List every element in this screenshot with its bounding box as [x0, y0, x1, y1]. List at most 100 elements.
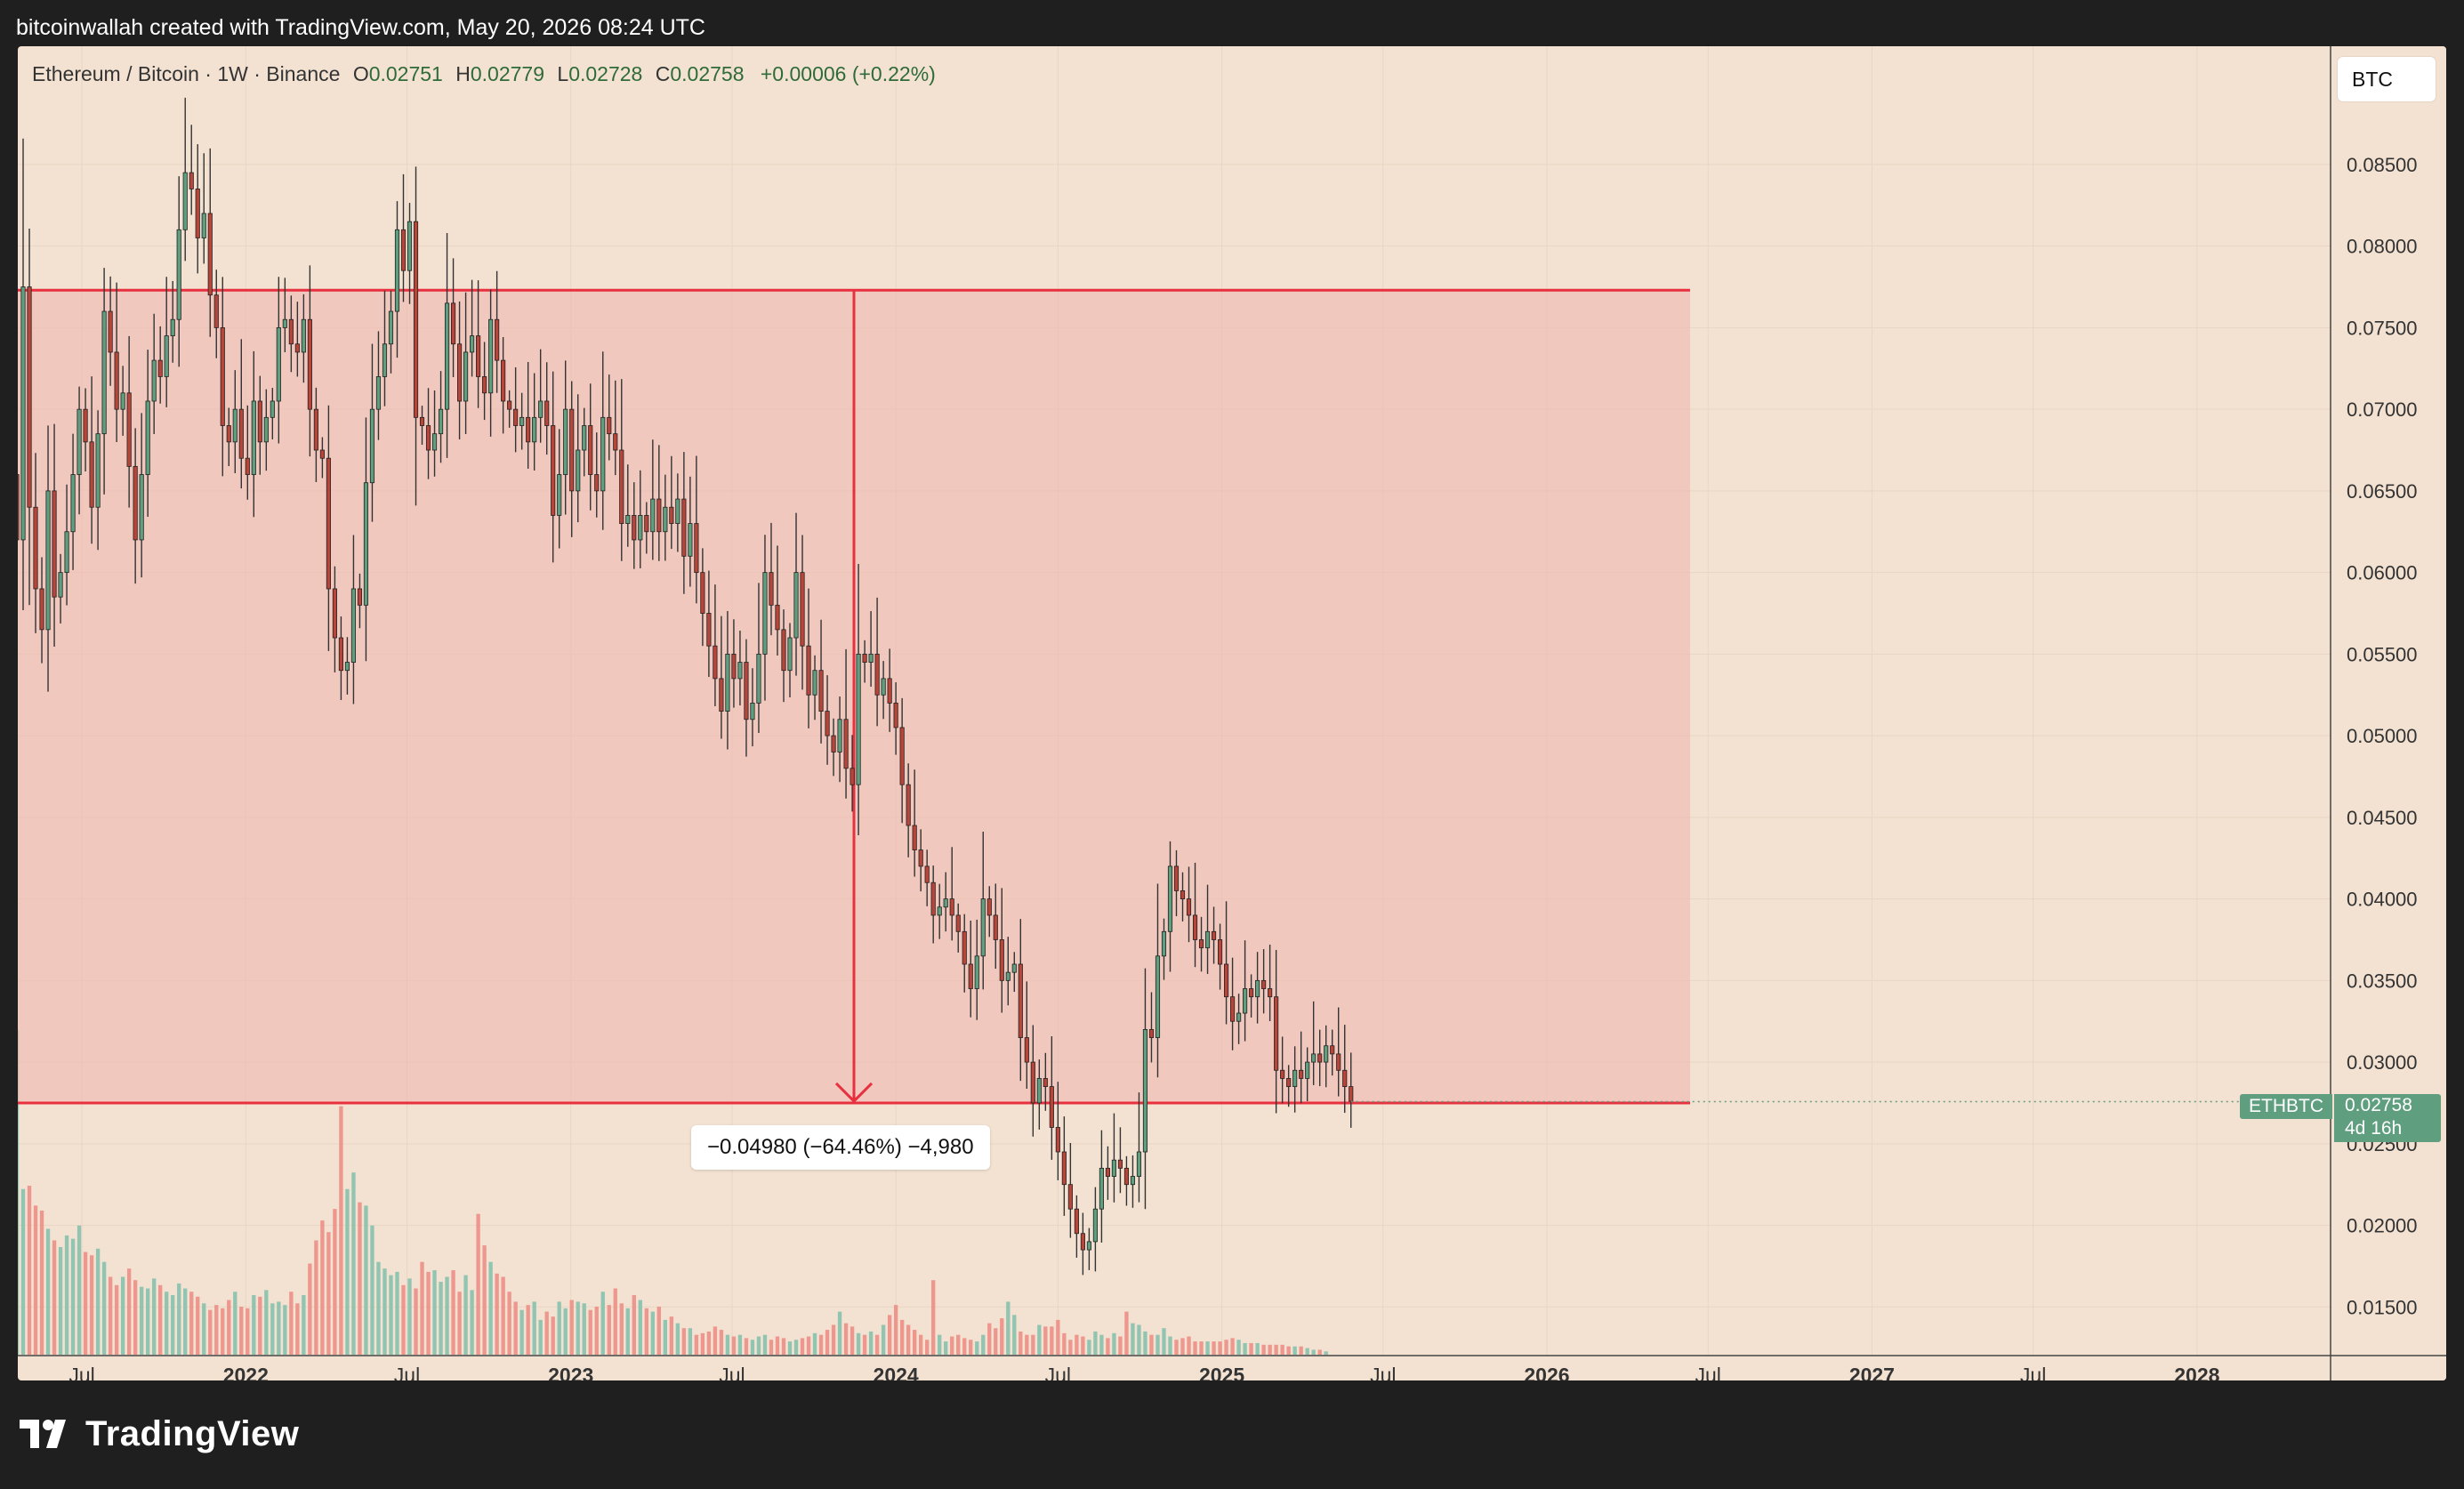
ohlc-change: +0.00006 (+0.22%): [760, 62, 936, 85]
candle-down-body: [52, 490, 57, 598]
volume-bar: [526, 1305, 530, 1355]
candle-down-body: [1223, 963, 1229, 998]
candle: [1074, 1195, 1079, 1258]
time-tick-label: 2026: [1524, 1364, 1569, 1380]
candle: [326, 405, 331, 651]
candle: [513, 366, 519, 453]
candle: [899, 697, 905, 824]
symbol-legend: Ethereum / Bitcoin · 1W · Binance O0.027…: [32, 62, 936, 86]
candle-up-body: [787, 637, 793, 672]
volume-bar: [1019, 1331, 1023, 1355]
candle: [207, 148, 213, 337]
volume-bar: [295, 1303, 300, 1355]
candle-up-body: [793, 572, 799, 639]
volume-bar: [470, 1290, 474, 1355]
candle-down-body: [513, 408, 519, 426]
candle-down-body: [257, 400, 262, 443]
candle: [1236, 994, 1242, 1044]
tradingview-brand[interactable]: TradingView: [20, 1414, 299, 1453]
candle-down-body: [357, 588, 363, 606]
volume-bar: [476, 1213, 480, 1355]
time-tick-label: 2025: [1199, 1364, 1244, 1380]
volume-bar: [252, 1294, 256, 1355]
candle-up-body: [64, 531, 69, 574]
candle-up-body: [856, 653, 861, 785]
candle-up-body: [725, 653, 730, 712]
candle: [706, 570, 712, 678]
volume-bar: [1156, 1334, 1160, 1355]
chart-canvas[interactable]: 0.08500 0.08000 0.07500 0.07000 0.06500 0.060…: [18, 46, 2446, 1380]
candle: [226, 407, 231, 467]
price-tag-box: 0.02758 4d 16h: [2334, 1094, 2441, 1142]
volume-bar: [969, 1340, 973, 1355]
candle: [276, 277, 281, 444]
candle: [526, 361, 531, 469]
time-axis[interactable]: Jul 2022 Jul 2023 Jul 2024 Jul 2025 Jul 2026 Jul 20…: [18, 1355, 2446, 1380]
volume-bar: [812, 1332, 817, 1355]
volume-bar: [445, 1276, 449, 1355]
candle: [476, 280, 481, 408]
candle-up-body: [937, 906, 942, 916]
candle: [1274, 950, 1279, 1114]
price-axis-bg: [2331, 46, 2446, 1380]
candle: [157, 326, 163, 404]
volume-bar: [414, 1288, 418, 1355]
candle-down-body: [114, 351, 119, 410]
volume-bar: [1180, 1338, 1185, 1355]
candle: [843, 648, 849, 799]
candle-down-body: [700, 572, 705, 614]
volume-bar: [793, 1340, 799, 1355]
candle: [613, 380, 618, 476]
candle: [563, 360, 568, 515]
candle-down-body: [1280, 1069, 1285, 1079]
candle: [470, 279, 475, 377]
candle: [594, 432, 600, 518]
candle: [669, 455, 674, 550]
measure-label[interactable]: −0.04980 (−64.46%) −4,980: [691, 1125, 990, 1170]
volume-bar: [874, 1334, 880, 1355]
price-tick-label: 0.06000: [2347, 562, 2418, 584]
volume-bar: [1075, 1334, 1079, 1355]
volume-bar: [619, 1303, 624, 1355]
candle: [532, 373, 537, 471]
volume-bar: [270, 1303, 275, 1355]
candle: [18, 474, 20, 541]
candle-down-body: [1217, 939, 1223, 965]
candle: [332, 566, 337, 672]
candle: [638, 470, 643, 568]
candle: [1167, 841, 1173, 972]
price-tick-label: 0.02000: [2347, 1215, 2418, 1237]
candle-up-body: [663, 506, 668, 533]
volume-bar: [669, 1316, 674, 1355]
volume-bar: [725, 1334, 730, 1355]
candle-down-body: [656, 498, 662, 533]
measure-zone[interactable]: [18, 288, 1690, 1105]
chart-frame[interactable]: 0.08500 0.08000 0.07500 0.07000 0.06500 0.060…: [18, 46, 2446, 1380]
candle: [1117, 1127, 1123, 1194]
volume-bar: [787, 1341, 793, 1355]
volume-bar: [165, 1292, 169, 1355]
candle: [818, 619, 824, 744]
time-tick-label: Jul: [1045, 1364, 1071, 1380]
candle: [45, 425, 51, 692]
price-axis[interactable]: 0.08500 0.08000 0.07500 0.07000 0.06500 0.060…: [2330, 46, 2446, 1380]
volume-bar: [656, 1306, 662, 1355]
volume-bar: [700, 1332, 705, 1355]
volume-bar: [1286, 1346, 1291, 1355]
time-tick-label: 2024: [874, 1364, 919, 1380]
candle-up-body: [576, 449, 581, 492]
candle-up-body: [638, 515, 643, 541]
volume-bar: [1174, 1340, 1179, 1355]
candle: [1255, 952, 1260, 1024]
candle: [1130, 1155, 1136, 1208]
candle: [999, 888, 1004, 1013]
candle: [825, 675, 830, 765]
volume-bar: [1087, 1340, 1091, 1355]
currency-button[interactable]: BTC: [2338, 57, 2436, 101]
volume-bar: [837, 1311, 842, 1355]
candle: [139, 413, 144, 578]
volume-bar: [407, 1278, 412, 1355]
candle-down-body: [781, 629, 786, 672]
volume-bar: [120, 1276, 125, 1355]
candle: [806, 588, 811, 728]
